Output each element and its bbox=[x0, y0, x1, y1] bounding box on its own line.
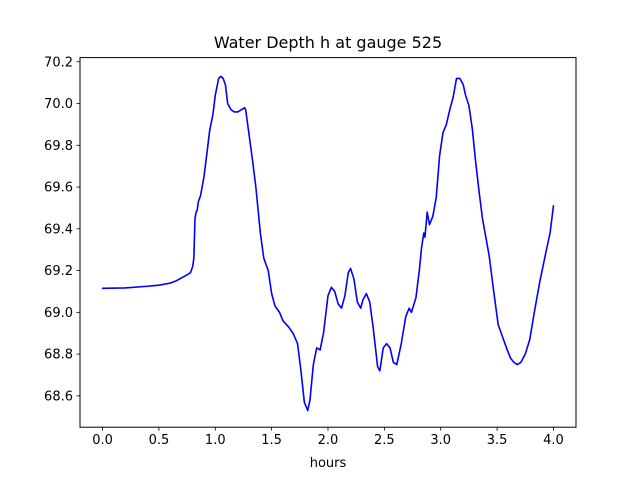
y-axis-ticks: 68.6 68.8 69.0 69.2 69.4 69.6 69.8 70.0 70.2 bbox=[44, 55, 80, 404]
x-tick-label: 3.5 bbox=[487, 433, 508, 448]
x-tick-label: 4.0 bbox=[543, 433, 564, 448]
y-tick-label: 68.8 bbox=[44, 348, 73, 363]
y-tick-label: 69.0 bbox=[44, 306, 73, 321]
y-tick-label: 69.6 bbox=[44, 181, 73, 196]
x-tick-label: 2.5 bbox=[374, 433, 395, 448]
y-tick-label: 69.4 bbox=[44, 222, 73, 237]
y-tick-label: 70.0 bbox=[44, 97, 73, 112]
y-tick-label: 69.8 bbox=[44, 139, 73, 154]
series-layer bbox=[101, 75, 555, 412]
x-tick-label: 0.0 bbox=[92, 433, 113, 448]
plot-area bbox=[80, 57, 576, 428]
x-tick-label: 3.0 bbox=[430, 433, 451, 448]
x-axis-ticks: 0.0 0.5 1.0 1.5 2.0 2.5 3.0 3.5 4.0 bbox=[92, 427, 564, 448]
chart-title: Water Depth h at gauge 525 bbox=[214, 33, 442, 52]
x-tick-label: 1.0 bbox=[205, 433, 226, 448]
x-axis-label: hours bbox=[310, 456, 347, 471]
plot-frame bbox=[79, 57, 577, 428]
x-tick-label: 2.0 bbox=[318, 433, 339, 448]
y-tick-label: 70.2 bbox=[44, 55, 73, 70]
series-line-0 bbox=[101, 75, 555, 412]
x-tick-label: 0.5 bbox=[149, 433, 170, 448]
y-tick-label: 69.2 bbox=[44, 264, 73, 279]
y-tick-label: 68.6 bbox=[44, 389, 73, 404]
x-tick-label: 1.5 bbox=[261, 433, 282, 448]
